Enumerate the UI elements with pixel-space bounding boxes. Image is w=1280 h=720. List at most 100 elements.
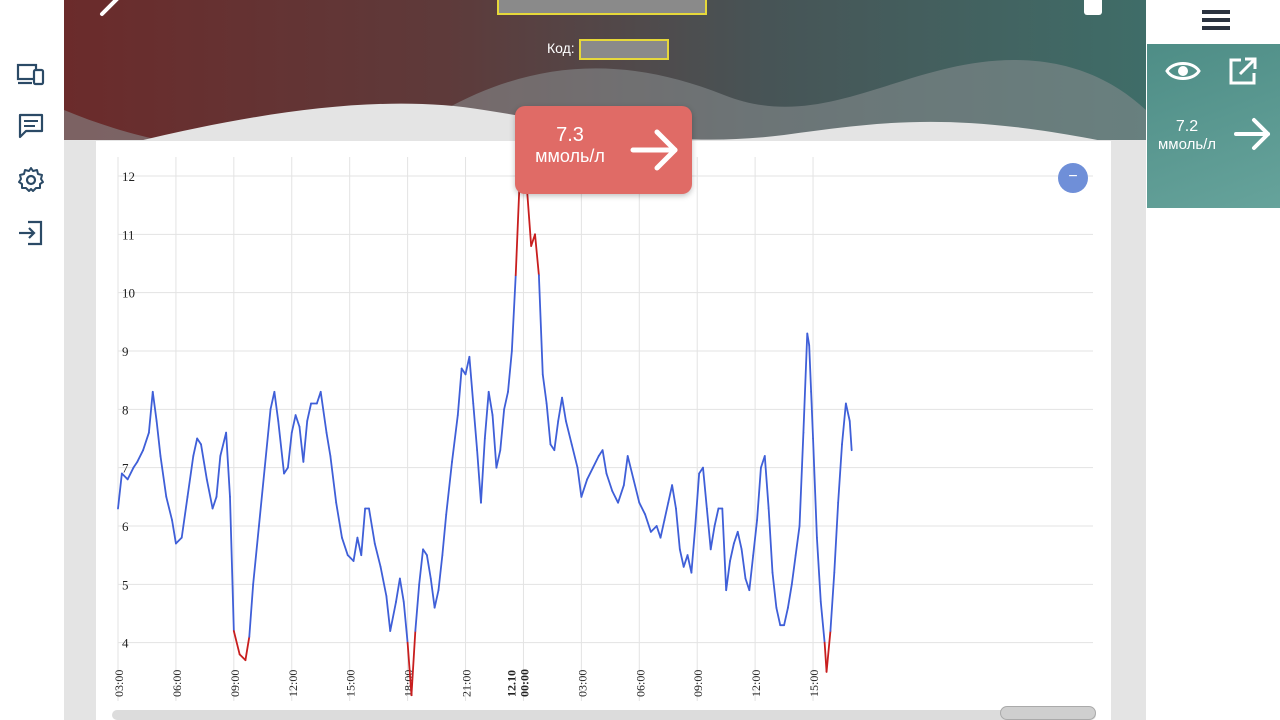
glucose-line-segment xyxy=(837,443,843,504)
x-tick-label: 03:00 xyxy=(112,670,126,697)
glucose-line-segment xyxy=(806,332,811,347)
x-tick-label: 06:00 xyxy=(633,670,647,697)
glucose-line-segment xyxy=(675,507,681,551)
glucose-line-segment xyxy=(841,402,847,446)
glucose-line-segment xyxy=(537,274,544,376)
glucose-line-segment xyxy=(829,571,836,632)
glucose-line-segment xyxy=(302,420,309,463)
glucose-line-segment xyxy=(819,600,826,644)
left-sidebar xyxy=(0,0,64,720)
glucose-line-segment xyxy=(545,402,552,446)
glucose-line-segment xyxy=(816,536,822,603)
glucose-line-segment xyxy=(561,396,567,422)
glucose-line-segment xyxy=(480,437,486,504)
glucose-line-segment xyxy=(798,431,805,527)
glucose-line-segment xyxy=(171,519,177,545)
glucose-line-segment xyxy=(142,431,150,452)
glucose-line-segment xyxy=(721,507,728,592)
glucose-line-segment xyxy=(553,420,560,452)
code-label: Код: xyxy=(547,40,575,56)
external-link-icon[interactable] xyxy=(1227,56,1259,86)
glucose-line-segment xyxy=(117,472,123,510)
x-tick-label: 06:00 xyxy=(170,670,184,697)
glucose-line-segment xyxy=(659,519,666,539)
glucose-line-segment xyxy=(273,390,280,422)
glucose-line-segment xyxy=(283,466,289,475)
glucose-line-segment xyxy=(748,554,755,592)
glucose-line-segment xyxy=(557,396,563,422)
glucose-line-segment xyxy=(790,554,797,586)
glucose-line-segment xyxy=(507,350,513,393)
glucose-line-segment xyxy=(725,560,731,592)
y-tick-label: 9 xyxy=(122,344,129,359)
glucose-line-segment xyxy=(476,449,482,504)
glucose-line-segment xyxy=(451,414,459,463)
glucose-line-segment xyxy=(763,455,770,510)
glucose-line-segment xyxy=(825,630,832,673)
glucose-line-segment xyxy=(429,577,436,609)
glucose-line-segment xyxy=(632,478,641,504)
glucose-line-segment xyxy=(385,595,392,632)
chart-scroll-thumb[interactable] xyxy=(1000,706,1096,720)
glucose-line-segment xyxy=(622,455,629,487)
glucose-line-segment xyxy=(487,390,494,417)
glucose-line-segment xyxy=(705,507,712,551)
gear-icon[interactable] xyxy=(14,163,48,197)
glucose-line-segment xyxy=(541,373,548,405)
logout-icon[interactable] xyxy=(14,216,48,250)
glucose-line-segment xyxy=(219,431,228,457)
zoom-out-button[interactable]: − xyxy=(1058,163,1088,193)
glucose-line-segment xyxy=(341,536,349,557)
glucose-line-segment xyxy=(346,554,355,562)
glucose-line-segment xyxy=(663,501,670,522)
glucose-line-segment xyxy=(147,390,154,434)
glucose-line-segment xyxy=(232,630,241,656)
glucose-line-segment xyxy=(503,390,509,411)
glucose-line-segment xyxy=(244,635,251,662)
x-tick-label: 15:00 xyxy=(344,670,358,697)
glucose-line-segment xyxy=(287,431,293,469)
y-tick-label: 12 xyxy=(122,169,135,184)
glucose-line-segment xyxy=(702,466,708,510)
glucose-line-segment xyxy=(258,466,266,527)
glucose-line-segment xyxy=(211,495,218,510)
menu-icon[interactable] xyxy=(1202,10,1230,34)
x-date-label: 12.10 xyxy=(504,670,518,697)
glucose-line-segment xyxy=(690,525,697,574)
glucose-line-segment xyxy=(238,653,247,662)
glucose-line-segment xyxy=(601,449,608,475)
glucose-line-segment xyxy=(468,355,475,405)
glucose-line-segment xyxy=(514,180,521,277)
glucose-line-segment xyxy=(671,484,677,510)
glucose-line-segment xyxy=(626,455,635,481)
back-arrow-icon[interactable] xyxy=(98,0,128,22)
device-card[interactable]: 7.2 ммоль/л xyxy=(1147,44,1280,208)
glucose-line-segment xyxy=(586,466,594,481)
glucose-line-segment xyxy=(472,402,479,452)
header-square-icon[interactable] xyxy=(1084,0,1102,15)
glucose-line-segment xyxy=(151,390,158,422)
glucose-line-segment xyxy=(605,472,614,492)
glucose-line-segment xyxy=(205,478,214,510)
glucose-line-segment xyxy=(655,525,662,539)
current-glucose-badge[interactable]: 7.3 ммоль/л xyxy=(515,106,692,194)
glucose-line-segment xyxy=(335,501,343,539)
glucose-line-segment xyxy=(319,390,328,434)
glucose-line-segment xyxy=(352,536,359,562)
glucose-line-segment xyxy=(617,484,625,504)
glucose-line-segment xyxy=(180,495,189,539)
glucose-line-segment xyxy=(414,583,421,632)
chat-icon[interactable] xyxy=(14,109,48,143)
glucose-line-segment xyxy=(159,455,168,498)
chart-scrollbar[interactable] xyxy=(112,710,1096,720)
eye-icon[interactable] xyxy=(1165,56,1201,86)
devices-icon[interactable] xyxy=(14,57,48,91)
glucose-line-segment xyxy=(767,507,774,574)
glucose-line-segment xyxy=(136,449,144,463)
y-tick-label: 10 xyxy=(122,286,135,301)
glucose-line-segment xyxy=(794,525,801,557)
glucose-line-segment xyxy=(812,437,818,539)
y-tick-label: 11 xyxy=(122,227,135,242)
glucose-line-segment xyxy=(808,344,813,393)
glucose-line-segment xyxy=(678,548,685,568)
